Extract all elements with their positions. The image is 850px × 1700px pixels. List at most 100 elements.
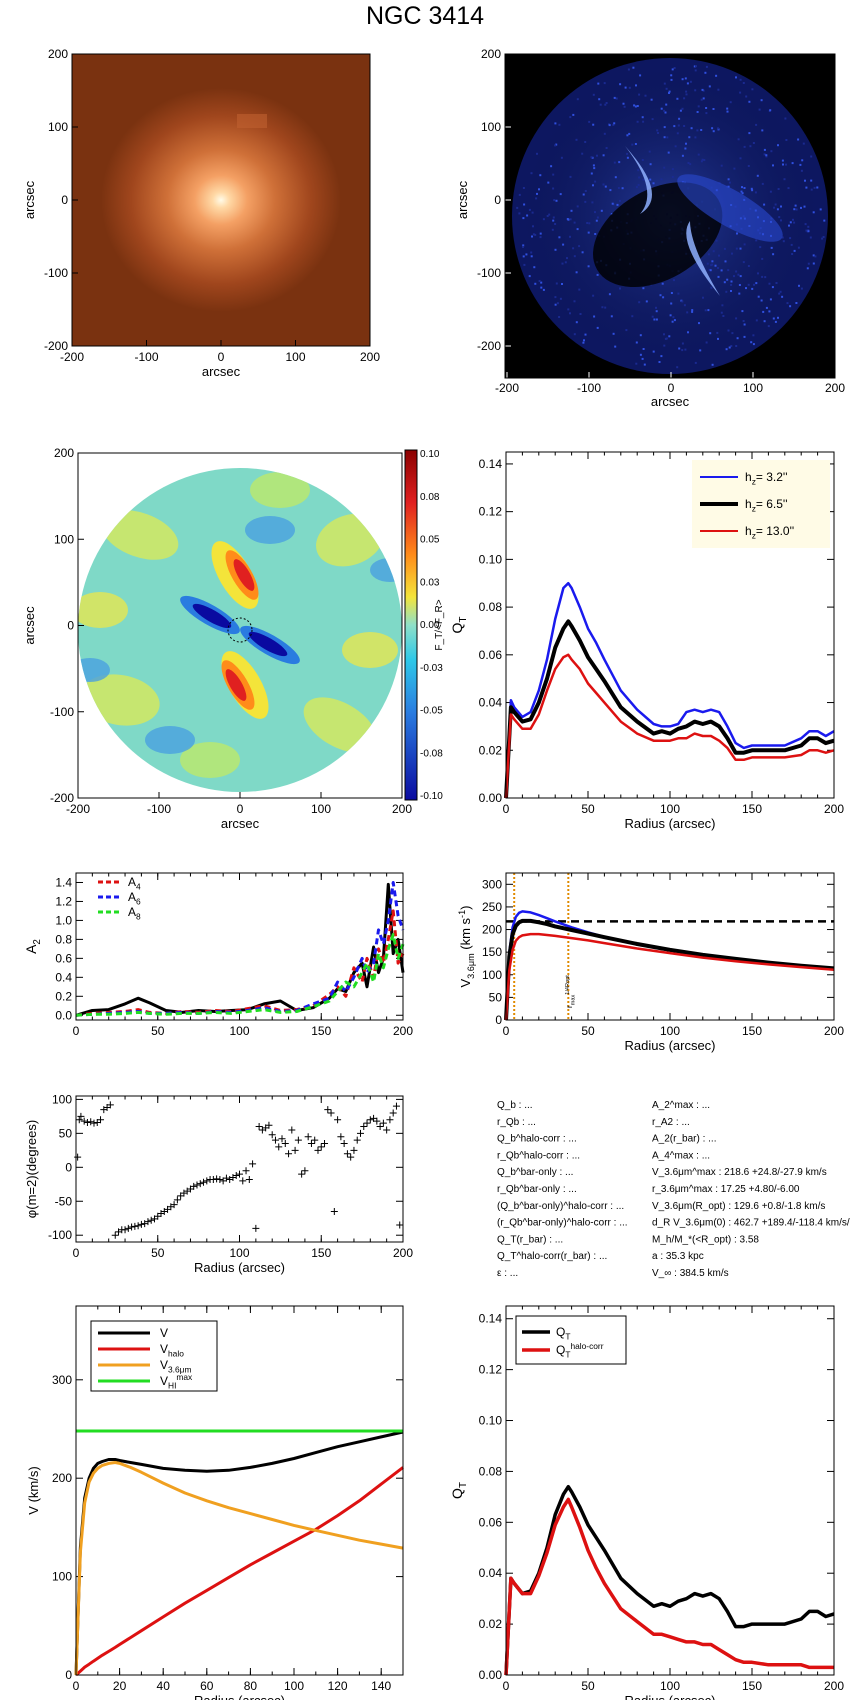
noise-speck <box>576 228 579 231</box>
noise-speck <box>777 316 779 319</box>
noise-speck <box>626 156 629 159</box>
noise-speck <box>717 275 720 278</box>
noise-speck <box>641 116 644 119</box>
noise-speck <box>793 221 796 224</box>
param-right: V_3.6μm^max : 218.6 +24.8/-27.9 km/s <box>652 1167 827 1178</box>
y-tick-label: 50 <box>489 990 503 1004</box>
noise-speck <box>731 332 734 335</box>
noise-speck <box>603 82 606 85</box>
y-tick-label: 300 <box>482 877 502 891</box>
residual-image-panel: -200 -200 -100 -100 0 0 100 100 200 200 arcsec arcs… <box>455 47 845 409</box>
noise-speck <box>572 247 575 250</box>
noise-speck <box>780 205 782 208</box>
force-lobe <box>233 559 255 591</box>
scatter-point <box>304 1133 312 1141</box>
noise-speck <box>582 341 585 344</box>
noise-speck <box>663 82 666 85</box>
noise-speck <box>781 295 784 298</box>
noise-speck <box>594 180 597 183</box>
noise-speck <box>552 216 555 219</box>
noise-speck <box>592 123 595 126</box>
noise-speck <box>757 272 759 275</box>
param-right: A_2(r_bar) : ... <box>652 1134 716 1145</box>
y-axis-title: A2 <box>23 939 43 954</box>
noise-speck <box>657 132 659 134</box>
noise-speck <box>739 247 742 250</box>
y-tick-label: 100 <box>481 120 501 134</box>
noise-speck <box>588 120 591 123</box>
scatter-point <box>373 1117 381 1125</box>
noise-speck <box>683 125 686 127</box>
noise-speck <box>707 253 710 256</box>
noise-speck <box>686 311 689 314</box>
series-line <box>75 1466 404 1677</box>
scatter-point <box>268 1131 276 1139</box>
noise-speck <box>591 156 594 159</box>
noise-speck <box>810 188 813 191</box>
noise-speck <box>755 123 758 126</box>
y-tick-label: 250 <box>482 900 502 914</box>
y-tick-label: -200 <box>477 339 501 353</box>
noise-speck <box>782 163 784 166</box>
noise-speck <box>575 138 578 141</box>
noise-speck <box>789 221 792 224</box>
noise-speck <box>772 317 775 320</box>
noise-speck <box>798 284 800 287</box>
noise-speck <box>554 296 557 299</box>
x-tick-label: 50 <box>151 1024 165 1038</box>
noise-speck <box>569 312 571 315</box>
noise-speck <box>534 282 537 285</box>
noise-speck <box>546 215 549 217</box>
param-right: r_A2 : ... <box>652 1117 690 1128</box>
noise-speck <box>702 89 705 92</box>
noise-speck <box>673 67 676 69</box>
series-line <box>504 619 835 799</box>
x-tick-label: 150 <box>742 1024 762 1038</box>
noise-speck <box>538 188 540 191</box>
noise-speck <box>749 145 752 148</box>
scatter-point <box>134 1222 142 1230</box>
noise-speck <box>793 249 796 252</box>
noise-speck <box>576 98 579 101</box>
noise-speck <box>576 205 579 208</box>
noise-speck <box>816 186 819 189</box>
scatter-point <box>255 1123 263 1131</box>
scatter-point <box>340 1140 348 1148</box>
noise-speck <box>539 174 542 177</box>
noise-speck <box>555 199 558 202</box>
y-tick-label: 0.04 <box>479 1566 503 1580</box>
noise-speck <box>643 363 646 366</box>
x-tick-label: 100 <box>229 1024 249 1038</box>
scatter-point <box>239 1177 247 1185</box>
legend-label: A8 <box>128 905 141 922</box>
colorbar-tick-label: -0.08 <box>420 748 443 759</box>
annotation: rmax1/4Ropt <box>565 975 577 1008</box>
scatter-point <box>301 1167 309 1175</box>
x-tick-label: -100 <box>134 350 158 364</box>
noise-speck <box>777 188 780 190</box>
noise-speck <box>530 251 533 254</box>
noise-speck <box>569 218 572 221</box>
noise-speck <box>712 130 715 133</box>
noise-speck <box>694 89 697 92</box>
noise-speck <box>522 244 525 247</box>
noise-speck <box>704 309 707 312</box>
noise-speck <box>751 287 754 290</box>
noise-speck <box>560 156 563 159</box>
noise-speck <box>750 341 753 344</box>
noise-speck <box>737 273 740 276</box>
noise-speck <box>569 235 571 238</box>
noise-speck <box>663 136 666 139</box>
x-tick-label: 20 <box>113 1679 127 1693</box>
x-tick-label: 150 <box>742 802 762 816</box>
noise-speck <box>564 261 567 264</box>
noise-speck <box>704 71 707 74</box>
noise-speck <box>590 172 593 175</box>
noise-speck <box>792 218 794 221</box>
noise-speck <box>800 169 803 172</box>
noise-speck <box>757 295 760 298</box>
x-tick-label: 100 <box>311 802 331 816</box>
noise-speck <box>806 267 809 270</box>
x-tick-label: 200 <box>824 1679 844 1693</box>
noise-speck <box>763 148 766 151</box>
